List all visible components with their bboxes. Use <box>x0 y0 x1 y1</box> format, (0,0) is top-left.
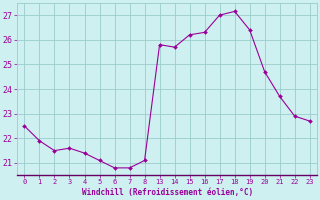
X-axis label: Windchill (Refroidissement éolien,°C): Windchill (Refroidissement éolien,°C) <box>82 188 253 197</box>
